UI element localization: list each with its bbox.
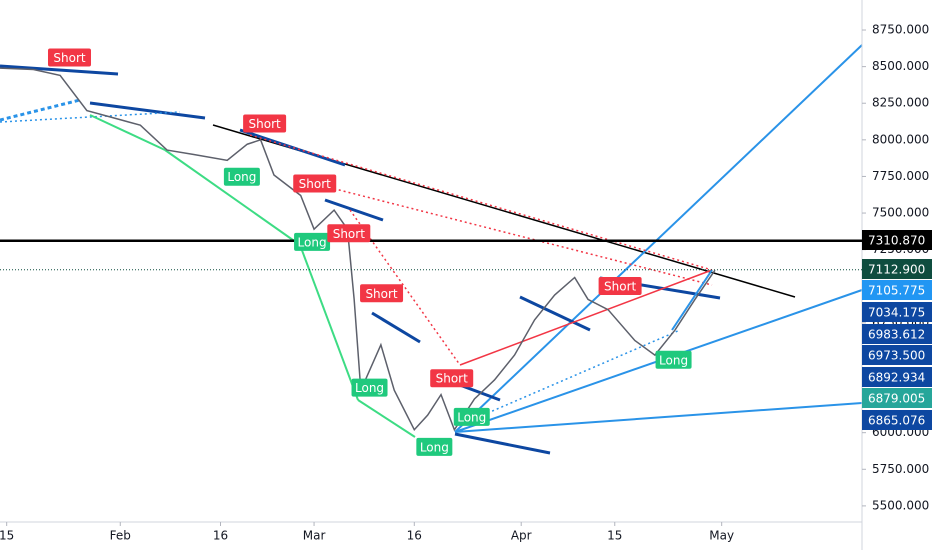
trendline [671,269,713,331]
signal-label: Long [457,410,486,424]
signal-box [655,350,692,369]
price-tag [862,259,932,279]
price-tag-label: 7034.175 [868,306,925,320]
x-tick-label: Feb [110,529,131,543]
trendline [164,149,301,246]
price-tag-label: 6983.612 [868,328,925,342]
x-tick-label: Apr [511,529,532,543]
trendline [0,111,181,123]
trendline [89,114,166,151]
y-tick-label: 5750.000 [872,462,929,476]
price-tag [862,388,932,408]
trendline [299,244,359,401]
trendline [89,101,206,120]
signal-box [430,369,474,388]
x-tick-label: 15 [607,529,622,543]
price-tag-label: 6892.934 [868,371,925,385]
price-tag [862,230,932,250]
signal-label: Long [659,353,688,367]
y-tick-label: 7500.000 [872,206,929,220]
price-line [0,67,716,432]
trendline [519,295,591,332]
price-tag [862,345,932,365]
price-tag [862,280,932,300]
signal-label: Short [53,51,85,65]
signal-box [360,284,404,303]
signal-box [351,378,388,397]
y-tick-label: 7750.000 [872,169,929,183]
trendline [454,432,551,455]
signal-label: Long [355,381,384,395]
signal-box [243,114,287,133]
signal-label: Short [299,177,331,191]
signal-label: Short [436,372,468,386]
price-tag-label: 6879.005 [868,392,925,406]
price-tag-label: 7310.870 [868,234,925,248]
price-tag-label: 6973.500 [868,349,925,363]
signal-label: Short [333,227,365,241]
trendline [299,179,713,286]
signal-box [47,48,91,67]
trendline [0,64,119,76]
trendline [454,402,863,433]
trendline [454,44,863,433]
price-tag [862,367,932,387]
price-tag [862,324,932,344]
signal-box [223,167,260,186]
signal-box [293,174,337,193]
x-tick-label: 16 [407,529,422,543]
signal-label: Long [298,235,327,249]
x-tick-label: Mar [303,529,326,543]
price-tag-label: 7105.775 [868,284,925,298]
signal-box [294,232,331,251]
price-tag [862,410,932,430]
y-tick-label: 5500.000 [872,498,929,512]
y-tick-label: 8750.000 [872,23,929,37]
signal-box [453,407,490,426]
signal-label: Short [604,279,636,293]
signal-box [598,276,642,295]
trendline [249,134,713,271]
price-tag [862,302,932,322]
signal-box [327,224,371,243]
signal-box [416,437,453,456]
y-tick-label: 8500.000 [872,59,929,73]
trendline [239,128,346,167]
trendline [371,311,421,344]
x-tick-label: 16 [213,529,228,543]
price-tag-label: 6865.076 [868,414,925,428]
y-tick-label: 8250.000 [872,96,929,110]
trendline [324,198,384,222]
signal-label: Short [249,117,281,131]
x-tick-label: May [709,529,734,543]
trendline [357,399,416,438]
x-tick-label: 15 [0,529,14,543]
signal-label: Long [227,170,256,184]
signal-label: Long [420,440,449,454]
signal-label: Short [365,287,397,301]
price-tag-label: 7112.900 [868,263,925,277]
y-tick-label: 8000.000 [872,132,929,146]
trendline [459,269,713,366]
